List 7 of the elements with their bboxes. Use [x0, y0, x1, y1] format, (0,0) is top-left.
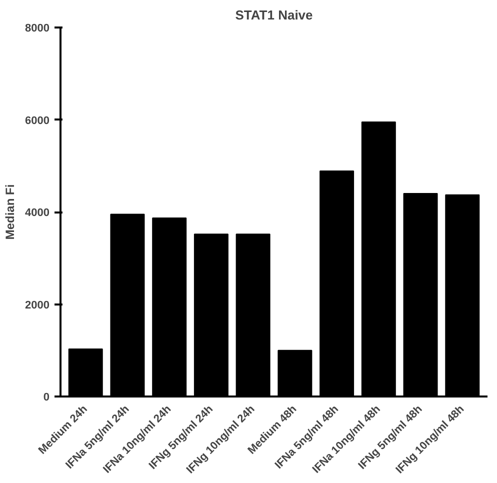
y-tick-label: 8000: [25, 22, 50, 34]
y-tick-label: 6000: [25, 114, 50, 127]
y-axis-title: Median Fi: [3, 184, 18, 240]
y-tick-label: 2000: [25, 299, 50, 312]
y-tick-label: 4000: [25, 207, 50, 219]
y-tick-label: 0: [43, 392, 50, 404]
chart-title: STAT1 Naive: [235, 8, 313, 22]
